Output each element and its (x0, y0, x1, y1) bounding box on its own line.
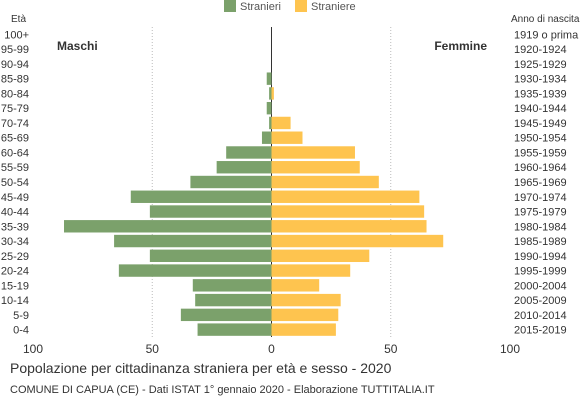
bar-female-10-14 (271, 293, 341, 307)
x-tick-label: 0 (268, 342, 275, 356)
age-tick-label: 50-54 (1, 177, 29, 189)
age-tick-label: 70-74 (1, 118, 29, 130)
age-tick-label: 80-84 (1, 88, 29, 100)
birth-year-tick-label: 1920-1924 (514, 44, 567, 56)
birth-year-tick-label: 2010-2014 (514, 310, 567, 322)
bar-female-60-64 (271, 146, 355, 159)
bar-female-40-44 (271, 205, 425, 218)
axis-labels: 100+ 1919 o prima 95-99 1920-1924 90-94 1925-… (1, 14, 580, 356)
bar-female-50-54 (271, 175, 379, 189)
chart-subtitle: COMUNE DI CAPUA (CE) - Dati ISTAT 1° gen… (10, 384, 435, 396)
bar-female-70-74 (271, 116, 291, 130)
age-tick-label: 25-29 (1, 251, 29, 263)
birth-year-tick-label: 2000-2004 (514, 280, 567, 292)
age-tick-label: 0-4 (13, 325, 29, 337)
left-group-label: Maschi (57, 39, 98, 53)
age-tick-label: 40-44 (1, 207, 29, 219)
bar-female-80-84 (271, 87, 274, 100)
age-tick-label: 35-39 (1, 221, 29, 233)
legend-item-straniere-label: Straniere (311, 1, 356, 13)
bar-male-60-64 (226, 146, 272, 159)
bar-female-20-24 (271, 264, 351, 277)
birth-year-tick-label: 1965-1969 (514, 177, 567, 189)
birth-year-tick-label: 1925-1929 (514, 59, 567, 71)
bar-male-25-29 (149, 249, 272, 263)
birth-year-tick-label: 1930-1934 (514, 74, 567, 86)
birth-year-tick-label: 1935-1939 (514, 88, 567, 100)
age-tick-label: 10-14 (1, 295, 29, 307)
bar-female-0-4 (271, 323, 336, 336)
bar-male-5-9 (180, 308, 272, 322)
bar-female-45-49 (271, 190, 420, 203)
age-tick-label: 45-49 (1, 192, 29, 204)
birth-year-tick-label: 1950-1954 (514, 133, 567, 145)
birth-year-tick-label: 1985-1989 (514, 236, 567, 248)
bar-male-35-39 (64, 220, 272, 233)
birth-year-tick-label: 1945-1949 (514, 118, 567, 130)
bar-female-35-39 (271, 220, 427, 233)
bar-female-55-59 (271, 161, 360, 174)
bar-male-20-24 (118, 264, 272, 277)
bar-female-5-9 (271, 308, 339, 322)
chart-title: Popolazione per cittadinanza straniera p… (10, 360, 392, 376)
legend: Stranieri Straniere (224, 0, 356, 13)
legend-item-stranieri-label: Stranieri (240, 1, 281, 13)
age-tick-label: 55-59 (1, 162, 29, 174)
age-tick-label: 20-24 (1, 266, 29, 278)
x-tick-label: 50 (146, 342, 160, 356)
left-axis-label: Età (11, 14, 26, 25)
bar-male-75-79 (266, 101, 272, 115)
x-tick-label: 50 (384, 342, 398, 356)
age-tick-label: 85-89 (1, 74, 29, 86)
right-group-label: Femmine (434, 39, 487, 53)
bar-male-85-89 (266, 72, 272, 85)
bar-male-10-14 (195, 293, 272, 307)
bar-male-65-69 (261, 131, 272, 144)
birth-year-tick-label: 1990-1994 (514, 251, 567, 263)
bar-male-45-49 (130, 190, 272, 203)
x-tick-label: 100 (500, 342, 520, 356)
bar-female-15-19 (271, 279, 320, 292)
bars (64, 72, 444, 336)
birth-year-tick-label: 1960-1964 (514, 162, 567, 174)
age-tick-label: 75-79 (1, 103, 29, 115)
birth-year-tick-label: 1995-1999 (514, 266, 567, 278)
legend-swatch-straniere (295, 0, 307, 12)
age-tick-label: 95-99 (1, 44, 29, 56)
birth-year-tick-label: 1980-1984 (514, 221, 567, 233)
bar-male-70-74 (269, 116, 272, 130)
bar-male-80-84 (269, 87, 272, 100)
birth-year-tick-label: 1940-1944 (514, 103, 567, 115)
bar-male-0-4 (197, 323, 272, 336)
birth-year-tick-label: 1970-1974 (514, 192, 567, 204)
bar-male-55-59 (216, 161, 272, 174)
bar-male-50-54 (190, 175, 272, 189)
bar-male-30-34 (114, 234, 272, 248)
age-tick-label: 30-34 (1, 236, 29, 248)
birth-year-tick-label: 1955-1959 (514, 147, 567, 159)
birth-year-tick-label: 1975-1979 (514, 207, 567, 219)
age-tick-label: 15-19 (1, 280, 29, 292)
age-tick-label: 5-9 (13, 310, 29, 322)
birth-year-tick-label: 2015-2019 (514, 325, 567, 337)
right-axis-label: Anno di nascita (511, 14, 580, 25)
bar-female-65-69 (271, 131, 303, 144)
x-tick-label: 100 (23, 342, 43, 356)
bar-male-40-44 (149, 205, 272, 218)
age-tick-label: 60-64 (1, 147, 29, 159)
age-tick-label: 100+ (4, 29, 29, 41)
birth-year-tick-label: 2005-2009 (514, 295, 567, 307)
bar-female-25-29 (271, 249, 370, 263)
bar-male-15-19 (192, 279, 272, 292)
age-tick-label: 65-69 (1, 133, 29, 145)
bar-female-30-34 (271, 234, 444, 248)
legend-swatch-stranieri (224, 0, 236, 12)
birth-year-tick-label: 1919 o prima (514, 29, 579, 41)
age-tick-label: 90-94 (1, 59, 29, 71)
